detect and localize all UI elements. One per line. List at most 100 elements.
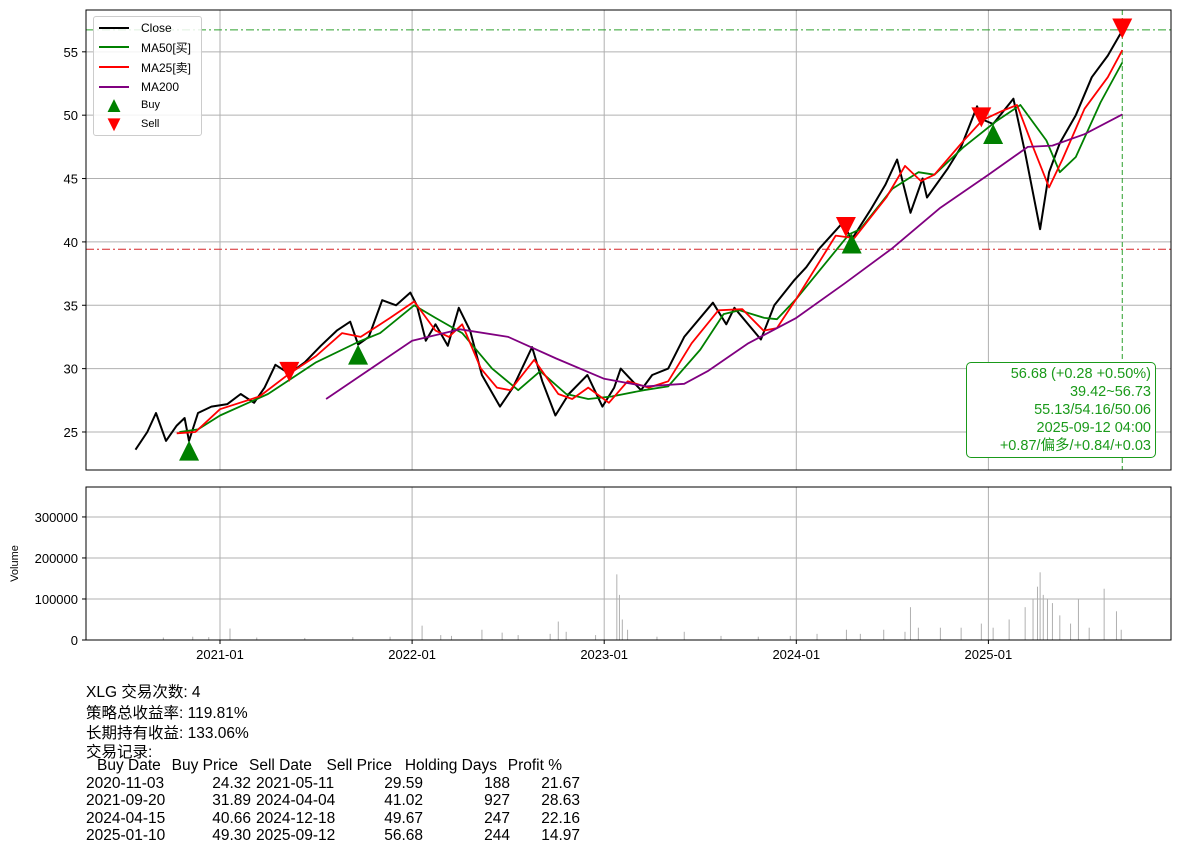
legend-label: Buy (141, 99, 160, 111)
volume-bar (656, 636, 658, 640)
volume-bar (389, 636, 391, 640)
price-y-tick-label: 55 (64, 45, 78, 60)
table-cell: 21.67 (541, 775, 580, 792)
volume-bar (757, 636, 759, 640)
volume-bar (440, 635, 442, 640)
volume-bar (859, 633, 861, 640)
volume-bar (565, 631, 567, 640)
triangle-down-icon: ▼ (103, 111, 125, 136)
buy-marker (841, 233, 862, 254)
x-tick-label: 2021-01 (196, 647, 244, 662)
price-y-tick-label: 35 (64, 298, 78, 313)
legend-swatch (99, 46, 129, 48)
price-y-tick-label: 30 (64, 362, 78, 377)
table-cell: 24.32 (212, 775, 251, 792)
table-cell: 2024-04-15 (86, 809, 166, 827)
price-axes-frame (85, 9, 1172, 471)
x-tick-label: 2023-01 (580, 647, 628, 662)
volume-bar (256, 637, 258, 640)
hold-return: 长期持有收益: 133.06% (86, 725, 249, 742)
volume-bar (517, 635, 519, 640)
table-header: Buy Price (171, 757, 238, 774)
volume-bar (162, 637, 164, 640)
table-cell: 2020-11-03 (86, 775, 165, 792)
legend-item-ma200: MA200 (94, 78, 179, 96)
price-y-tick-label: 40 (64, 235, 78, 250)
volume-bar (1024, 607, 1026, 640)
legend-label: Sell (141, 118, 160, 130)
volume-bar (501, 632, 503, 640)
table-cell: 247 (484, 809, 510, 827)
table-cell: 2021-05-11 (256, 775, 335, 792)
sell-marker (835, 216, 856, 237)
records-title: 交易记录: (86, 744, 153, 761)
table-cell: 22.16 (541, 809, 580, 827)
table-cell: 41.02 (384, 792, 423, 810)
info-moving-averages: 55.13/54.16/50.06 (1034, 402, 1151, 418)
legend-label: MA25[卖] (141, 60, 192, 75)
x-tick-label: 2025-01 (965, 647, 1013, 662)
info-timestamp: 2025-09-12 04:00 (1036, 420, 1152, 436)
table-cell: 28.63 (541, 792, 580, 810)
volume-bar (352, 637, 354, 640)
volume-bar (192, 636, 194, 640)
volume-axis-label: Volume (9, 545, 21, 582)
volume-bar (627, 629, 629, 640)
price-y-tick-label: 45 (64, 172, 78, 187)
volume-bar (481, 629, 483, 640)
table-header: Buy Date (97, 757, 161, 774)
table-cell: 49.67 (384, 809, 423, 827)
volume-bar (816, 633, 818, 640)
legend-swatch (99, 27, 129, 29)
volume-bar (450, 635, 452, 640)
volume-bar (1032, 598, 1034, 640)
volume-bar (904, 631, 906, 640)
buy-marker (348, 344, 369, 365)
volume-bar (595, 635, 597, 640)
volume-bar (549, 633, 551, 640)
table-cell: 56.68 (384, 826, 423, 844)
info-price-change: 56.68 (+0.28 +0.50%) (1010, 366, 1151, 382)
table-cell: 244 (484, 826, 510, 844)
table-header: Profit % (507, 757, 562, 774)
volume-bar (883, 629, 885, 640)
volume-bar (557, 621, 559, 640)
volume-bar (980, 623, 982, 640)
volume-bar (618, 594, 620, 640)
x-tick-label: 2024-01 (772, 647, 820, 662)
volume-y-tick-label: 200000 (35, 551, 78, 566)
volume-bar (1115, 611, 1117, 640)
volume-bar (1042, 594, 1044, 640)
table-cell: 31.89 (212, 792, 251, 810)
buy-marker (179, 440, 200, 461)
table-cell: 2025-01-10 (86, 826, 166, 844)
info-range: 39.42~56.73 (1069, 384, 1151, 400)
table-cell: 2024-04-04 (256, 792, 336, 810)
legend-label: Close (141, 21, 172, 35)
volume-bar (208, 637, 210, 640)
volume-bar (421, 625, 423, 640)
strategy-return: 策略总收益率: 119.81% (86, 705, 248, 722)
volume-bar (1077, 598, 1079, 640)
volume-bar (992, 627, 994, 640)
volume-bar (909, 607, 911, 640)
triangle-up-icon: ▲ (103, 92, 125, 117)
table-cell: 2025-09-12 (256, 826, 336, 844)
buy-marker (983, 124, 1004, 145)
series-ma25 (176, 49, 1124, 435)
volume-bar (939, 627, 941, 640)
price-y-tick-label: 50 (64, 108, 78, 123)
table-cell: 2021-09-20 (86, 792, 166, 810)
volume-bar (1120, 629, 1122, 640)
table-cell: 40.66 (212, 809, 251, 827)
legend-swatch (99, 86, 129, 88)
volume-bar (1088, 627, 1090, 640)
volume-bar (789, 635, 791, 640)
volume-bar (960, 627, 962, 640)
volume-bar (845, 629, 847, 640)
series-ma50 (179, 62, 1124, 433)
volume-bar (1046, 598, 1048, 640)
table-cell: 14.97 (541, 826, 580, 844)
table-cell: 49.30 (212, 826, 251, 844)
